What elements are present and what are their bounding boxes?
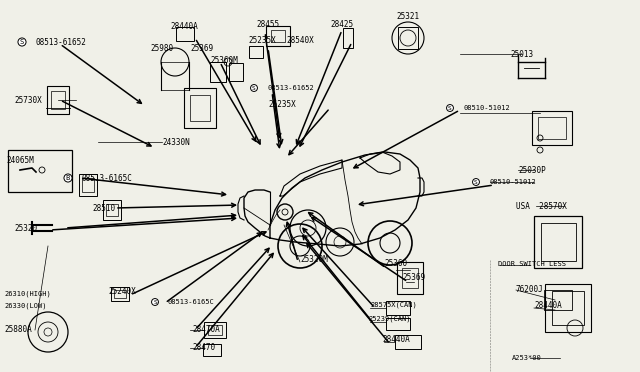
Text: 25730X: 25730X <box>14 96 42 105</box>
Text: 26310(HIGH): 26310(HIGH) <box>4 291 51 297</box>
Bar <box>532 111 572 145</box>
Text: 28440A: 28440A <box>170 22 198 31</box>
Text: 26330(LOW): 26330(LOW) <box>4 303 47 309</box>
Text: 08510-51012: 08510-51012 <box>489 179 536 185</box>
Text: 25880A: 25880A <box>4 326 32 334</box>
Text: 25360: 25360 <box>384 260 407 269</box>
Text: 24330N: 24330N <box>162 138 189 147</box>
Text: 25239(CAN): 25239(CAN) <box>368 316 410 322</box>
Text: 25369: 25369 <box>190 44 213 52</box>
Bar <box>249 46 263 58</box>
Bar <box>538 117 566 139</box>
Bar <box>386 318 410 330</box>
Text: 28425: 28425 <box>330 19 353 29</box>
Bar <box>111 287 129 301</box>
Text: 28540X: 28540X <box>286 35 314 45</box>
Bar <box>402 268 418 288</box>
Text: 25240X: 25240X <box>108 288 136 296</box>
Bar <box>114 290 126 298</box>
Bar <box>343 28 353 48</box>
Text: 08513-61652: 08513-61652 <box>267 85 314 91</box>
Bar <box>541 223 575 261</box>
Bar <box>395 335 421 349</box>
Bar <box>106 204 118 216</box>
Text: 76200J: 76200J <box>516 285 544 295</box>
Bar <box>208 325 222 335</box>
Bar <box>386 301 410 315</box>
Text: 28470: 28470 <box>192 343 215 353</box>
Bar <box>79 174 97 196</box>
Text: 28455: 28455 <box>256 19 279 29</box>
Text: S: S <box>448 106 452 110</box>
Text: 28510: 28510 <box>92 203 115 212</box>
Bar <box>271 30 285 42</box>
Text: 25235X: 25235X <box>268 99 296 109</box>
Text: 25320M: 25320M <box>300 256 328 264</box>
Text: B: B <box>66 175 70 181</box>
Bar <box>103 200 121 220</box>
Bar <box>229 63 243 81</box>
Text: 28575X(CAN): 28575X(CAN) <box>370 302 417 308</box>
Text: 08513-61652: 08513-61652 <box>35 38 86 46</box>
Text: S: S <box>153 299 157 305</box>
Bar <box>544 290 572 310</box>
Bar <box>534 216 582 268</box>
Bar <box>397 262 423 294</box>
Text: 25235X: 25235X <box>248 35 276 45</box>
Text: 25321: 25321 <box>396 12 419 20</box>
Bar <box>203 344 221 356</box>
Text: 25013: 25013 <box>510 49 533 58</box>
Text: 25360M: 25360M <box>210 55 237 64</box>
Text: 25320: 25320 <box>14 224 37 232</box>
Bar <box>8 150 72 192</box>
Bar <box>398 27 418 49</box>
Bar <box>82 178 94 192</box>
Bar <box>51 91 65 109</box>
Text: S: S <box>20 39 24 45</box>
Text: 08510-51012: 08510-51012 <box>463 105 509 111</box>
Bar <box>210 62 226 82</box>
Bar <box>552 291 584 325</box>
Bar <box>204 322 226 338</box>
Text: 24065M: 24065M <box>6 155 34 164</box>
Text: DOOR SWITCH LESS: DOOR SWITCH LESS <box>498 261 566 267</box>
Text: 25980: 25980 <box>150 44 173 52</box>
Bar <box>47 86 69 114</box>
Text: 28470A: 28470A <box>192 326 220 334</box>
Text: USA  28570X: USA 28570X <box>516 202 567 211</box>
Text: 28440A: 28440A <box>382 336 410 344</box>
Bar <box>266 26 290 46</box>
Text: S: S <box>252 86 256 90</box>
Text: A253*00: A253*00 <box>512 355 541 361</box>
Text: 08513-6165C: 08513-6165C <box>168 299 215 305</box>
Bar <box>176 27 194 41</box>
Text: 25369: 25369 <box>402 273 425 282</box>
Text: 28440A: 28440A <box>534 301 562 311</box>
Text: 08513-6165C: 08513-6165C <box>81 173 132 183</box>
Bar <box>190 95 210 121</box>
Text: S: S <box>474 180 478 185</box>
Bar <box>545 284 591 332</box>
Bar <box>184 88 216 128</box>
Text: 25030P: 25030P <box>518 166 546 174</box>
